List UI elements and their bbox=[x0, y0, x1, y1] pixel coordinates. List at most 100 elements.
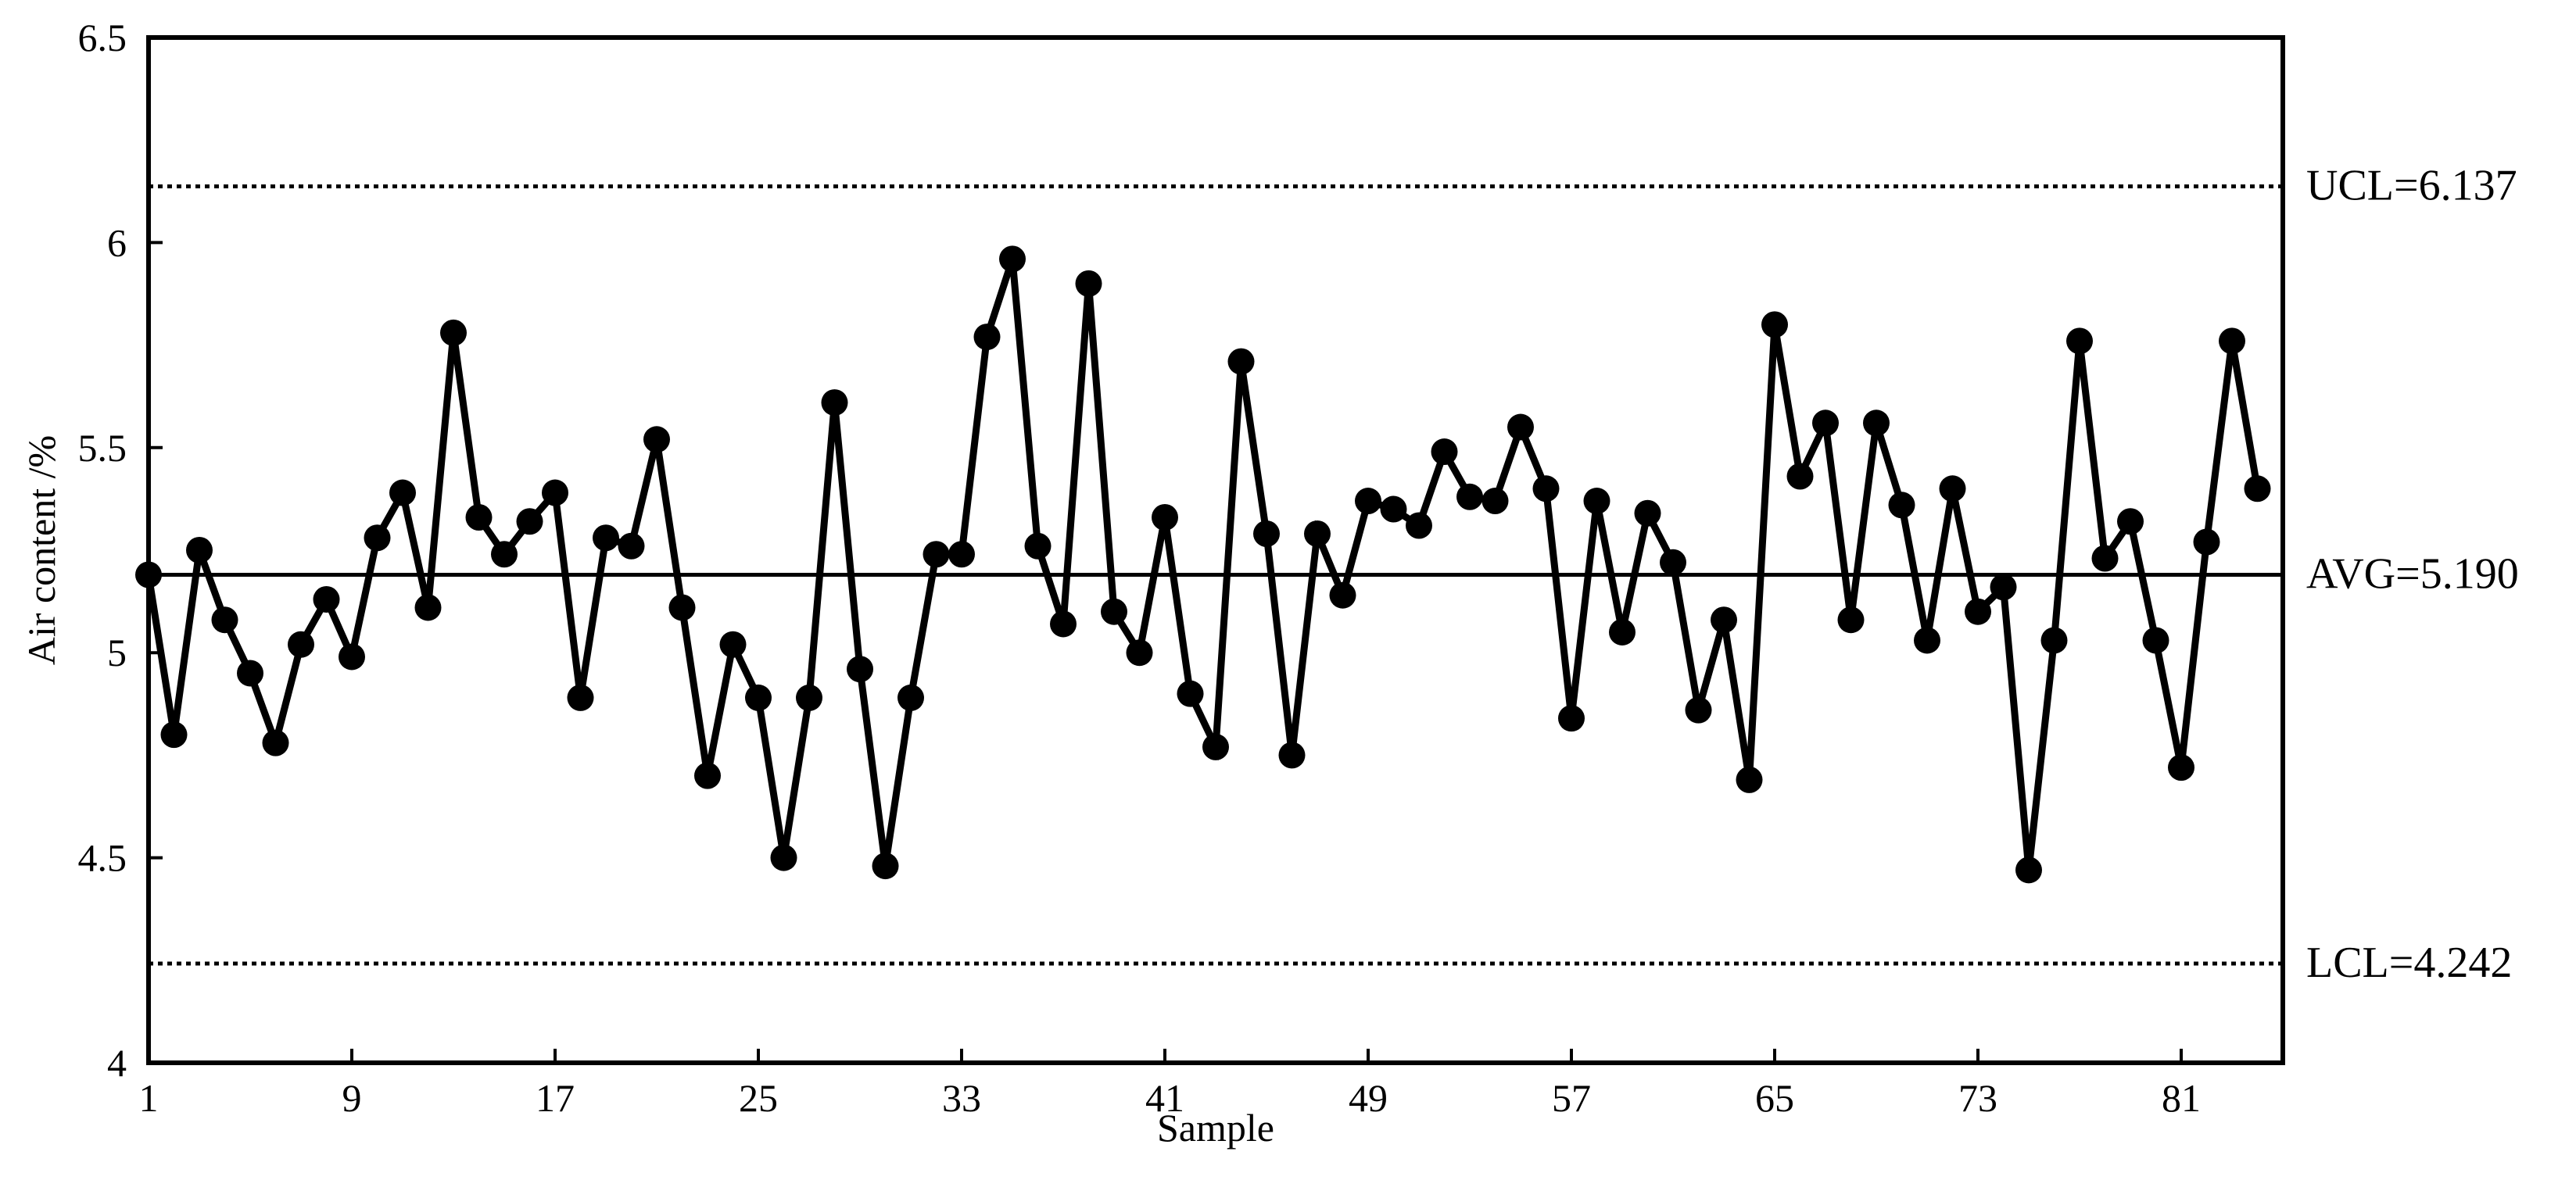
data-point bbox=[1329, 581, 1356, 609]
data-point bbox=[1126, 639, 1153, 667]
data-point bbox=[1863, 409, 1890, 437]
x-tick-label: 41 bbox=[1145, 1076, 1184, 1120]
data-point bbox=[414, 594, 442, 621]
data-point bbox=[1660, 549, 1686, 576]
data-point bbox=[1253, 520, 1280, 548]
y-tick-label: 4.5 bbox=[78, 836, 127, 880]
data-point bbox=[923, 541, 950, 568]
data-point bbox=[516, 508, 543, 535]
data-point bbox=[288, 631, 314, 658]
y-tick-label: 5.5 bbox=[78, 426, 127, 470]
data-point bbox=[1406, 512, 1432, 539]
x-tick-label: 33 bbox=[942, 1076, 981, 1120]
x-tick-label: 73 bbox=[1958, 1076, 1997, 1120]
data-point bbox=[1914, 627, 1940, 654]
data-point bbox=[262, 729, 289, 756]
data-point bbox=[313, 585, 340, 613]
series-line bbox=[145, 257, 2261, 871]
data-point bbox=[1965, 598, 1991, 625]
x-tick-label: 57 bbox=[1552, 1076, 1591, 1120]
data-point bbox=[745, 684, 772, 711]
data-point bbox=[2015, 856, 2042, 884]
data-point bbox=[2219, 327, 2245, 355]
data-point bbox=[339, 643, 365, 671]
data-point bbox=[1888, 492, 1915, 519]
data-point bbox=[1152, 504, 1178, 531]
data-point bbox=[973, 324, 1001, 351]
data-point bbox=[999, 245, 1026, 273]
data-point bbox=[1558, 705, 1585, 732]
data-point bbox=[1355, 488, 1381, 515]
data-point bbox=[1380, 495, 1407, 523]
data-point bbox=[694, 762, 721, 789]
control-line-label: LCL=4.242 bbox=[2306, 939, 2512, 987]
x-tick-label: 1 bbox=[139, 1076, 159, 1120]
data-point bbox=[389, 479, 416, 506]
data-point bbox=[847, 656, 873, 683]
data-point bbox=[1202, 733, 1229, 760]
data-point bbox=[1507, 413, 1534, 441]
x-tick-label: 49 bbox=[1349, 1076, 1388, 1120]
data-point bbox=[1939, 475, 1966, 502]
data-point bbox=[2193, 528, 2220, 556]
data-point bbox=[1227, 348, 1255, 375]
data-point bbox=[821, 389, 848, 417]
data-point bbox=[948, 541, 975, 568]
data-point bbox=[2066, 327, 2093, 355]
data-point bbox=[364, 524, 391, 552]
x-tick-label: 9 bbox=[342, 1076, 362, 1120]
data-point bbox=[1583, 488, 1610, 515]
data-point bbox=[770, 844, 797, 871]
x-tick-label: 25 bbox=[739, 1076, 778, 1120]
data-point bbox=[1532, 475, 1560, 502]
data-point bbox=[618, 532, 645, 560]
y-tick-label: 6 bbox=[107, 220, 127, 264]
data-point bbox=[2040, 627, 2068, 654]
x-tick-label: 65 bbox=[1755, 1076, 1794, 1120]
data-point bbox=[1278, 742, 1306, 769]
data-point bbox=[643, 426, 670, 453]
y-tick-label: 4 bbox=[107, 1041, 127, 1085]
x-tick-label: 17 bbox=[536, 1076, 575, 1120]
data-point bbox=[897, 684, 924, 711]
data-point bbox=[186, 537, 213, 563]
data-point bbox=[1075, 270, 1102, 297]
data-point bbox=[1634, 499, 1661, 527]
data-point bbox=[1761, 311, 1788, 338]
y-axis-label: Air content /% bbox=[20, 435, 63, 665]
data-point bbox=[1177, 680, 1204, 707]
data-point bbox=[211, 606, 238, 634]
data-point bbox=[2142, 627, 2169, 654]
data-point bbox=[2117, 508, 2144, 535]
y-tick-label: 5 bbox=[107, 631, 127, 674]
data-point bbox=[491, 541, 518, 568]
data-point bbox=[465, 504, 493, 531]
data-point bbox=[1736, 766, 1763, 793]
data-point bbox=[542, 479, 568, 506]
control-line-label: UCL=6.137 bbox=[2306, 162, 2517, 210]
data-point bbox=[1050, 610, 1077, 638]
data-point bbox=[2168, 754, 2194, 781]
control-line-label: AVG=5.190 bbox=[2306, 549, 2519, 598]
data-point bbox=[1609, 618, 1636, 645]
data-point bbox=[567, 684, 594, 711]
data-point bbox=[1304, 520, 1331, 548]
data-point bbox=[1431, 438, 1458, 466]
data-point bbox=[440, 319, 467, 346]
x-tick-label: 81 bbox=[2162, 1076, 2201, 1120]
data-point bbox=[1101, 598, 1127, 625]
data-point bbox=[2244, 475, 2271, 502]
plot-frame bbox=[146, 35, 2285, 1065]
data-point bbox=[872, 853, 899, 880]
data-point bbox=[160, 721, 188, 749]
x-axis-label: Sample bbox=[1157, 1106, 1274, 1150]
data-point bbox=[1456, 483, 1483, 510]
y-tick-label: 6.5 bbox=[78, 16, 127, 59]
data-point bbox=[1837, 606, 1865, 634]
data-point bbox=[593, 524, 619, 552]
data-point bbox=[1024, 532, 1052, 560]
data-point bbox=[1481, 488, 1509, 515]
data-point bbox=[1812, 409, 1839, 437]
data-point bbox=[1711, 606, 1737, 634]
